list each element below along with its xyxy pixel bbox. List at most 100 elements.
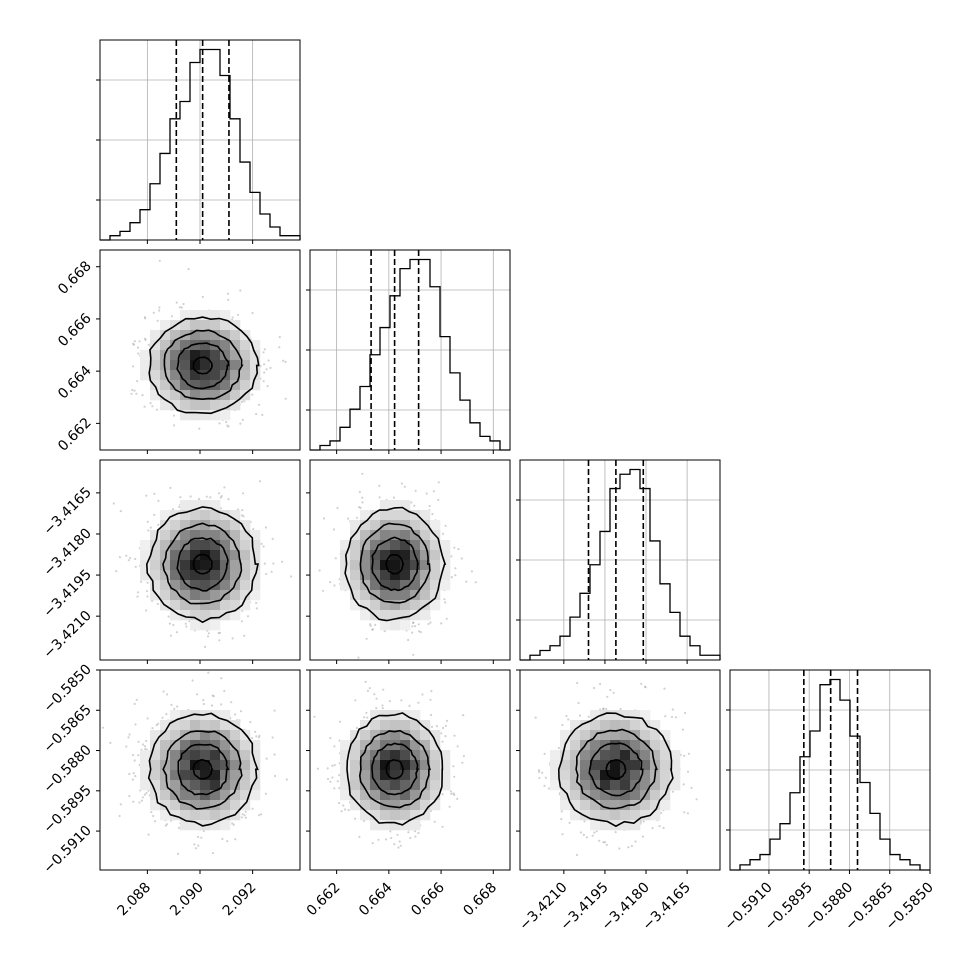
scatter-point [223, 690, 225, 692]
scatter-point [138, 340, 140, 342]
scatter-point [452, 765, 454, 767]
scatter-point [341, 810, 343, 812]
scatter-point [242, 813, 244, 815]
density-panel-4-1 [96, 670, 300, 874]
scatter-point [377, 839, 379, 841]
scatter-point [135, 393, 137, 395]
scatter-point [150, 527, 152, 529]
scatter-point [339, 721, 341, 723]
density-cell [200, 540, 210, 550]
scatter-point [119, 815, 121, 817]
scatter-point [207, 672, 209, 674]
density-cell [200, 810, 210, 820]
density-cell [160, 590, 170, 600]
density-cell [230, 800, 240, 810]
scatter-point [243, 400, 245, 402]
scatter-point [442, 533, 444, 535]
scatter-point [133, 772, 135, 774]
scatter-point [193, 843, 195, 845]
scatter-point [401, 482, 403, 484]
scatter-point [384, 630, 386, 632]
scatter-point [115, 570, 117, 572]
scatter-point [409, 837, 411, 839]
density-cell [180, 760, 190, 770]
scatter-point [436, 725, 438, 727]
scatter-point [261, 414, 263, 416]
scatter-point [358, 836, 360, 838]
density-cell [230, 560, 240, 570]
density-cell [180, 500, 190, 510]
density-cell [190, 410, 200, 420]
scatter-point [113, 502, 115, 504]
density-cell [410, 560, 420, 570]
scatter-point [397, 847, 399, 849]
density-cell [150, 360, 160, 370]
scatter-point [255, 735, 257, 737]
scatter-point [363, 716, 365, 718]
density-cell [170, 780, 180, 790]
scatter-point [373, 693, 375, 695]
scatter-point [281, 561, 283, 563]
scatter-point [119, 556, 121, 558]
scatter-point [258, 736, 260, 738]
scatter-point [268, 359, 270, 361]
scatter-point [361, 501, 363, 503]
scatter-point [173, 708, 175, 710]
scatter-point [462, 714, 464, 716]
density-cell [380, 620, 390, 630]
scatter-point [284, 361, 286, 363]
density-cell [220, 790, 230, 800]
scatter-point [415, 490, 417, 492]
scatter-point [147, 529, 149, 531]
density-cell [170, 520, 180, 530]
scatter-point [414, 625, 416, 627]
density-cell [230, 360, 240, 370]
scatter-point [137, 591, 139, 593]
density-cell [240, 380, 250, 390]
scatter-point [243, 635, 245, 637]
scatter-point [440, 732, 442, 734]
scatter-point [220, 677, 222, 679]
scatter-point [453, 735, 455, 737]
scatter-point [335, 557, 337, 559]
scatter-point [274, 710, 276, 712]
scatter-point [198, 428, 200, 430]
scatter-point [440, 622, 442, 624]
scatter-point [266, 758, 268, 760]
scatter-point [427, 623, 429, 625]
scatter-point [354, 818, 356, 820]
scatter-point [234, 838, 236, 840]
scatter-point [418, 630, 420, 632]
hist-panel-2 [306, 250, 510, 454]
density-cell [140, 360, 150, 370]
scatter-point [421, 693, 423, 695]
density-cell [410, 600, 420, 610]
density-cell [390, 540, 400, 550]
density-cell [190, 600, 200, 610]
scatter-point [177, 853, 179, 855]
scatter-point [141, 800, 143, 802]
scatter-point [322, 590, 324, 592]
density-cell [210, 750, 220, 760]
scatter-point [418, 623, 420, 625]
density-cell [440, 540, 450, 550]
scatter-point [265, 526, 267, 528]
density-cell [250, 770, 260, 780]
scatter-point [285, 398, 287, 400]
density-cell [140, 540, 150, 550]
scatter-point [241, 514, 243, 516]
density-cell [150, 800, 160, 810]
scatter-point [230, 701, 232, 703]
scatter-point [227, 299, 229, 301]
density-cell [190, 400, 200, 410]
scatter-point [148, 834, 150, 836]
scatter-point [417, 702, 419, 704]
scatter-point [132, 365, 134, 367]
scatter-point [240, 710, 242, 712]
scatter-point [131, 389, 133, 391]
scatter-point [207, 635, 209, 637]
scatter-point [138, 801, 140, 803]
scatter-point [356, 727, 358, 729]
density-cell [160, 750, 170, 760]
scatter-point [442, 793, 444, 795]
